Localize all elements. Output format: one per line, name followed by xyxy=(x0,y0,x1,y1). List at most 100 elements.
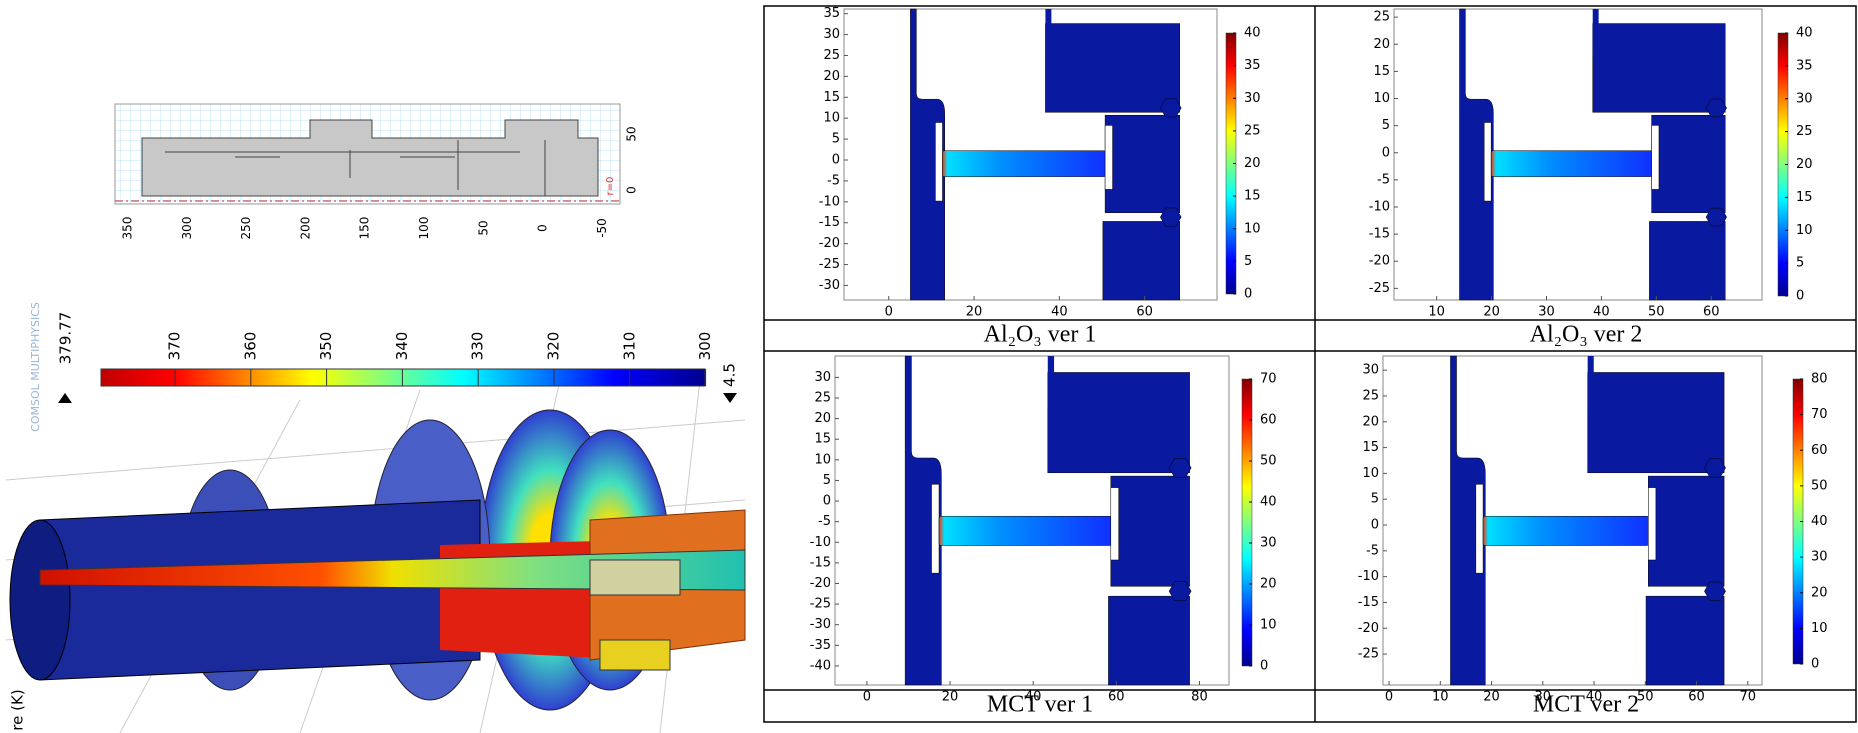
heat-bar xyxy=(1491,151,1652,177)
colorbar-label: 30 xyxy=(1260,536,1277,551)
schematic: r=0 xyxy=(115,104,620,204)
y-tick-label: -25 xyxy=(810,597,831,612)
x-tick-label: 40 xyxy=(1051,305,1068,320)
colorbar-label: 50 xyxy=(1811,478,1828,493)
panel-caption: MCT ver 2 xyxy=(1533,692,1639,718)
colorbar-label: 20 xyxy=(1260,577,1277,592)
y-tick-label: -20 xyxy=(1369,254,1390,269)
block xyxy=(1593,24,1725,113)
colorbar-label: 25 xyxy=(1244,123,1261,138)
axis-note: r=0 xyxy=(605,177,616,196)
x-tick-label: 0 xyxy=(536,224,550,232)
y-tick-label: -35 xyxy=(810,638,831,653)
colorbar-label: 20 xyxy=(1244,156,1261,171)
cylinder xyxy=(40,500,480,680)
colorbar-min: 4.5 xyxy=(721,363,739,387)
fitting xyxy=(600,640,670,670)
block xyxy=(1103,221,1180,300)
y-tick-label: 20 xyxy=(814,411,831,426)
colorbar-label: 70 xyxy=(1811,407,1828,422)
x-tick-label: 100 xyxy=(417,217,431,240)
x-tick-label: 300 xyxy=(180,217,194,240)
x-tick-label: 60 xyxy=(1688,690,1705,705)
y-tick-label: -5 xyxy=(818,514,831,529)
colorbar-label: 40 xyxy=(1244,26,1261,41)
colorbar-label: 35 xyxy=(1796,58,1813,73)
colorbar-label: 360 xyxy=(241,332,259,361)
y-tick-label: -20 xyxy=(819,236,840,251)
colorbar-label: 300 xyxy=(696,332,714,361)
y-tick-label: -10 xyxy=(1358,569,1379,584)
x-tick-label: 250 xyxy=(239,217,253,240)
colorbar-label: 330 xyxy=(469,332,487,361)
colorbar-label: 10 xyxy=(1244,221,1261,236)
colorbar-label: 30 xyxy=(1796,91,1813,106)
colorbar-label: 40 xyxy=(1811,514,1828,529)
x-tick-label: 30 xyxy=(1538,305,1555,320)
colorbar-label: 370 xyxy=(166,332,184,361)
y-tick-label: 10 xyxy=(1362,466,1379,481)
colorbar-label: 40 xyxy=(1796,26,1813,41)
x-tick-label: 0 xyxy=(885,305,893,320)
y-tick-label: 25 xyxy=(1373,10,1390,25)
panel-caption: Al₂O₃ ver 2 xyxy=(1530,322,1643,348)
colorbar-label: 60 xyxy=(1260,413,1277,428)
x-tick-label: -50 xyxy=(595,218,609,238)
y-tick-label: -25 xyxy=(1358,647,1379,662)
slot xyxy=(1652,125,1659,189)
block xyxy=(1108,596,1189,685)
x-tick-label: 60 xyxy=(1136,305,1153,320)
x-tick-label: 50 xyxy=(476,220,490,235)
colorbar-label: 50 xyxy=(1260,454,1277,469)
colorbar-label: 15 xyxy=(1796,190,1813,205)
panel-caption: Al₂O₃ ver 1 xyxy=(984,322,1097,348)
block xyxy=(1105,115,1180,212)
colorbar-label: 35 xyxy=(1244,58,1261,73)
y-tick-label: -30 xyxy=(810,617,831,632)
axis-title: re (K) xyxy=(9,689,27,730)
x-tick-label: 50 xyxy=(1637,690,1654,705)
slot xyxy=(1111,488,1119,560)
colorbar-label: 310 xyxy=(620,332,638,361)
colorbar-label: 10 xyxy=(1811,621,1828,636)
y-tick-label: -20 xyxy=(1358,621,1379,636)
x-tick-label: 20 xyxy=(942,690,959,705)
y-tick-label: -40 xyxy=(810,658,831,673)
colorbar-label: 10 xyxy=(1260,618,1277,633)
x-tick-label: 70 xyxy=(1740,690,1757,705)
y-tick-label: 5 xyxy=(1382,118,1390,133)
y-tick-label: 15 xyxy=(1362,440,1379,455)
slot xyxy=(1105,125,1112,189)
block xyxy=(1111,476,1190,586)
y-tick-label: -10 xyxy=(810,535,831,550)
slot xyxy=(935,122,942,201)
render: COMSOL MULTIPHYSICS 379.77 4.5 re (K) xyxy=(6,302,745,733)
colorbar-label: 320 xyxy=(545,332,563,361)
y-tick-label: -25 xyxy=(1369,281,1390,296)
block xyxy=(1045,24,1179,113)
y-tick-label: 20 xyxy=(823,69,840,84)
heat-bar xyxy=(939,516,1112,545)
y-tick-label: -10 xyxy=(819,194,840,209)
x-tick-label: 60 xyxy=(1108,690,1125,705)
block xyxy=(1588,372,1724,472)
colorbar-label: 0 xyxy=(1796,289,1804,304)
figure: r=0 COMSOL MULTIPHYSICS 379.77 4.5 re (K… xyxy=(0,0,1858,733)
y-tick-label: -5 xyxy=(1366,543,1379,558)
x-tick-label: 20 xyxy=(1483,690,1500,705)
x-tick-label: 50 xyxy=(1648,305,1665,320)
y-tick-label: 20 xyxy=(1362,414,1379,429)
colorbar-label: 20 xyxy=(1796,157,1813,172)
y-tick-label: 25 xyxy=(1362,388,1379,403)
y-tick-label: 5 xyxy=(1371,492,1379,507)
y-tick-label: 50 xyxy=(625,126,639,141)
y-tick-label: 0 xyxy=(1382,145,1390,160)
y-tick-label: 15 xyxy=(823,90,840,105)
slot xyxy=(1648,488,1656,560)
colorbar-label: 0 xyxy=(1811,657,1819,672)
colorbar-label: 350 xyxy=(317,332,335,361)
y-tick-label: 20 xyxy=(1373,37,1390,52)
panel-caption: MCT ver 1 xyxy=(987,692,1093,718)
y-tick-label: 15 xyxy=(814,432,831,447)
colorbar-label: 15 xyxy=(1244,189,1261,204)
